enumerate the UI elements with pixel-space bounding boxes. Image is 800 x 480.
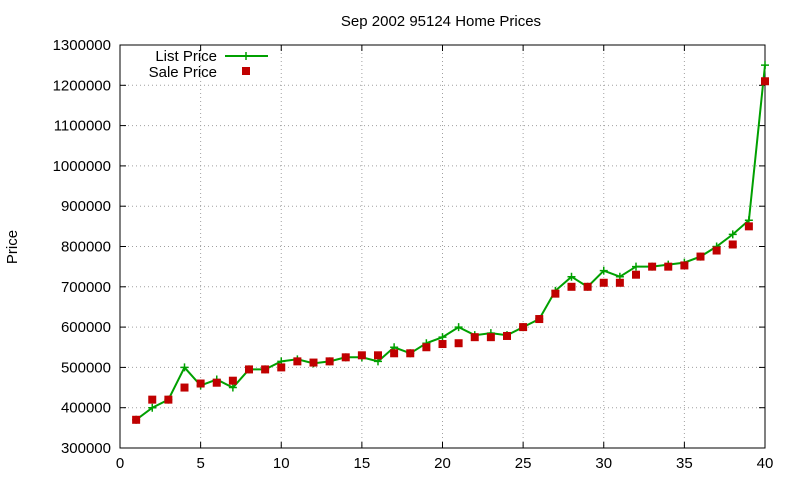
sale-price-point — [132, 415, 141, 424]
y-tick-label: 700000 — [61, 279, 111, 296]
sale-price-point — [228, 376, 237, 385]
list-price-point — [599, 266, 608, 275]
sale-price-point — [438, 340, 447, 349]
plot-frame — [119, 44, 766, 449]
x-tick-label: 0 — [116, 455, 124, 472]
list-price-line — [135, 65, 766, 421]
list-price-point — [438, 333, 447, 342]
sale-price-point — [245, 365, 253, 374]
x-tick-label: 15 — [354, 455, 371, 472]
sale-price-point — [212, 378, 221, 387]
sale-price-point — [454, 339, 463, 348]
sale-price-point — [357, 351, 366, 360]
list-price-point — [567, 272, 576, 281]
sale-price-point — [180, 383, 189, 392]
sale-price-point — [196, 379, 205, 388]
y-tick-label: 600000 — [61, 319, 111, 336]
axes: 300000 400000 500000 600000 700000 800000 9000… — [53, 37, 774, 472]
y-tick-label: 500000 — [61, 359, 111, 376]
y-tick-label: 300000 — [61, 440, 111, 457]
series-layer — [132, 61, 769, 424]
x-tick-label: 20 — [434, 455, 451, 472]
sale-price-point — [293, 357, 302, 366]
y-axis-label: Price — [4, 230, 21, 264]
legend-label-sale-price: Sale Price — [149, 64, 217, 81]
sale-price-point — [551, 289, 560, 298]
sale-price-point — [374, 351, 382, 360]
list-price-point — [728, 230, 737, 239]
sale-price-point — [599, 278, 608, 287]
y-tick-label: 400000 — [61, 400, 111, 417]
y-tick-label: 1200000 — [53, 77, 111, 94]
sale-price-point — [148, 395, 157, 404]
sale-price-point — [632, 270, 640, 279]
sale-price-point — [341, 353, 350, 362]
sale-price-point — [390, 349, 399, 358]
y-tick-label: 1000000 — [53, 158, 111, 175]
y-tick-label: 900000 — [61, 198, 111, 215]
list-price-point — [148, 403, 157, 412]
sale-price-point — [680, 261, 689, 270]
chart-title: Sep 2002 95124 Home Prices — [341, 13, 541, 30]
grid-lines — [120, 45, 765, 448]
sale-price-point — [422, 343, 431, 352]
sale-price-point — [519, 323, 528, 332]
sale-price-point — [567, 282, 576, 291]
x-tick-label: 35 — [676, 455, 693, 472]
sale-price-point — [712, 246, 721, 255]
y-tick-label: 1300000 — [53, 37, 111, 54]
sale-price-point — [664, 262, 673, 271]
list-price-point — [454, 323, 463, 332]
x-tick-label: 10 — [273, 455, 290, 472]
sale-price-point — [583, 282, 592, 291]
sale-price-point — [744, 222, 753, 231]
list-price-point — [228, 383, 237, 392]
list-price-point — [761, 61, 769, 70]
sale-price-point — [470, 333, 479, 342]
sale-price-point — [648, 262, 657, 271]
sale-price-point — [615, 278, 624, 287]
sale-price-point — [761, 77, 769, 86]
sale-price-point — [277, 363, 286, 372]
list-price-point — [180, 363, 189, 372]
x-tick-label: 40 — [757, 455, 774, 472]
y-tick-label: 1100000 — [54, 118, 111, 135]
legend-marker-list-price — [242, 52, 250, 60]
sale-price-point — [696, 252, 705, 261]
legend-label-list-price: List Price — [155, 48, 217, 65]
x-tick-label: 30 — [595, 455, 612, 472]
legend-marker-sale-price — [242, 67, 250, 75]
sale-price-point — [486, 333, 495, 342]
sale-price-point — [164, 395, 173, 404]
x-tick-label: 25 — [515, 455, 532, 472]
list-price-point — [632, 262, 640, 271]
sale-price-point — [503, 331, 511, 340]
sale-price-point — [261, 365, 270, 374]
sale-price-point — [309, 358, 318, 367]
sale-price-point — [406, 349, 415, 358]
sale-price-point — [728, 240, 737, 249]
sale-price-point — [535, 315, 544, 324]
y-tick-label: 800000 — [61, 239, 111, 256]
x-tick-label: 5 — [196, 455, 204, 472]
sale-price-point — [325, 357, 334, 366]
